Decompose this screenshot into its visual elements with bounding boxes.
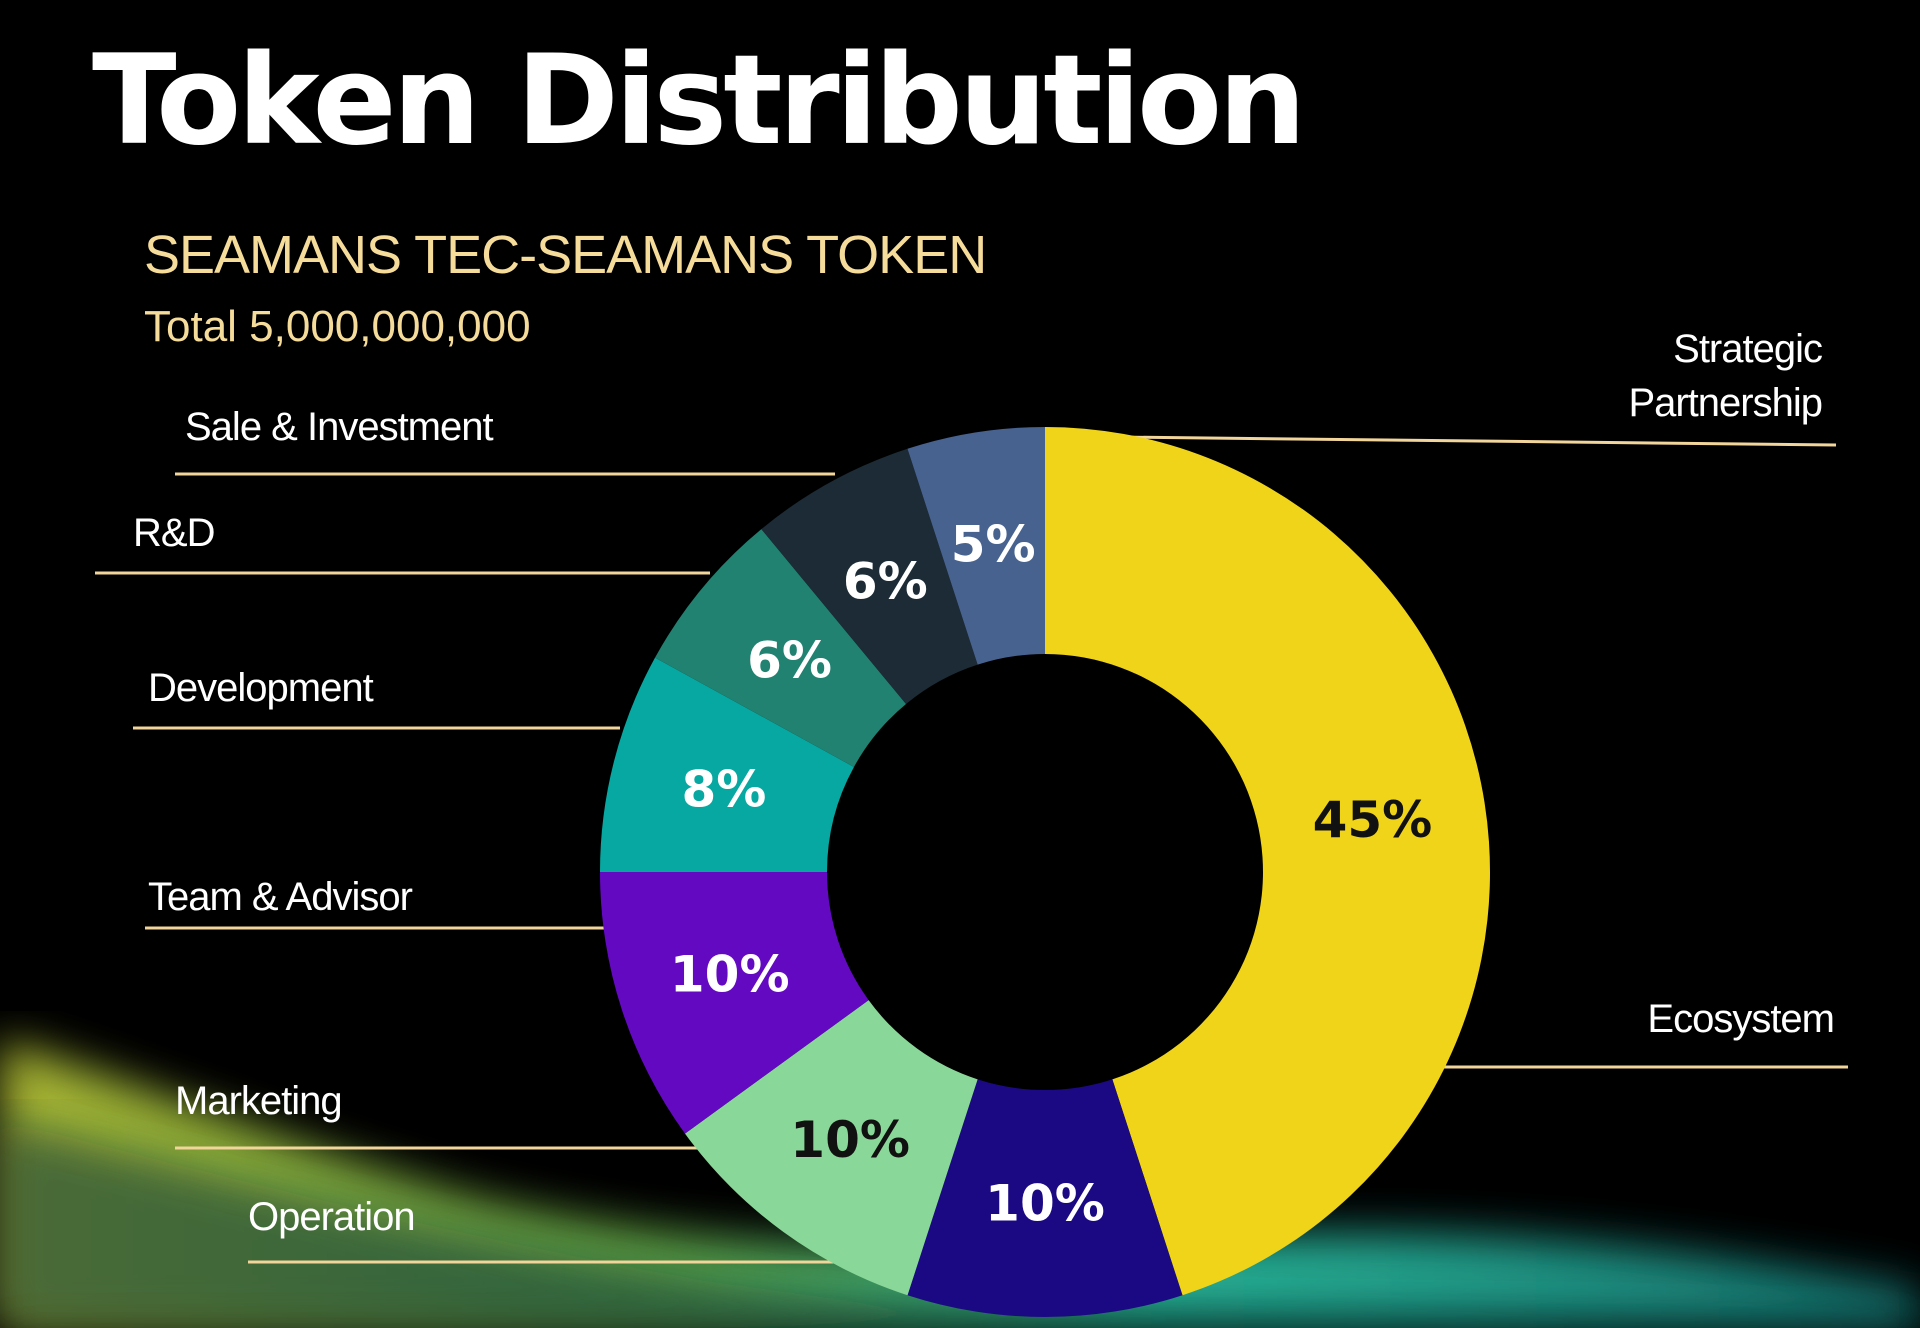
slice-strategic-partnership [907, 427, 1045, 665]
slice-team-advisor [600, 872, 869, 1134]
label-strategic-line1: Strategic [1673, 327, 1823, 371]
leader-lines [95, 435, 1848, 1264]
token-subtitle: SEAMANS TEC-SEAMANS TOKEN [144, 225, 987, 285]
slice-marketing [684, 1000, 978, 1296]
label-operation: Operation [248, 1195, 416, 1239]
slice-r-d [655, 529, 907, 767]
label-strategic-partnership: Strategic Partnership [1628, 322, 1823, 430]
label-strategic-line2: Partnership [1628, 381, 1823, 425]
label-development: Development [148, 666, 374, 710]
token-total: Total 5,000,000,000 [144, 302, 531, 351]
label-rnd: R&D [133, 511, 215, 555]
slice-value-r-d: 6% [747, 632, 832, 690]
page-title: Token Distribution [92, 29, 1306, 173]
slice-operation [907, 1079, 1183, 1317]
label-team-advisor: Team & Advisor [148, 875, 413, 919]
slice-value-operation: 10% [985, 1175, 1105, 1233]
slice-value-labels: 45% 10% 10% 10% 8% 6%6% 5% [670, 516, 1432, 1233]
slice-value-ecosystem: 45% [1313, 791, 1433, 849]
slice-ecosystem [1045, 427, 1490, 1296]
slice-value-sale-investment: 6% [843, 553, 928, 611]
slice-sale-investment [761, 448, 978, 705]
slice-value-strategic-partnership: 5% [951, 516, 1036, 574]
slice-development [600, 657, 854, 872]
leader-line-strategic [1114, 435, 1837, 447]
label-ecosystem: Ecosystem [1647, 997, 1835, 1041]
label-sale-investment: Sale & Investment [185, 405, 494, 449]
slice-value-team-advisor: 10% [670, 945, 790, 1003]
donut-slices [600, 427, 1490, 1317]
label-marketing: Marketing [175, 1079, 343, 1123]
slice-value-marketing: 10% [790, 1111, 910, 1169]
slice-value-development: 8% [681, 761, 766, 819]
